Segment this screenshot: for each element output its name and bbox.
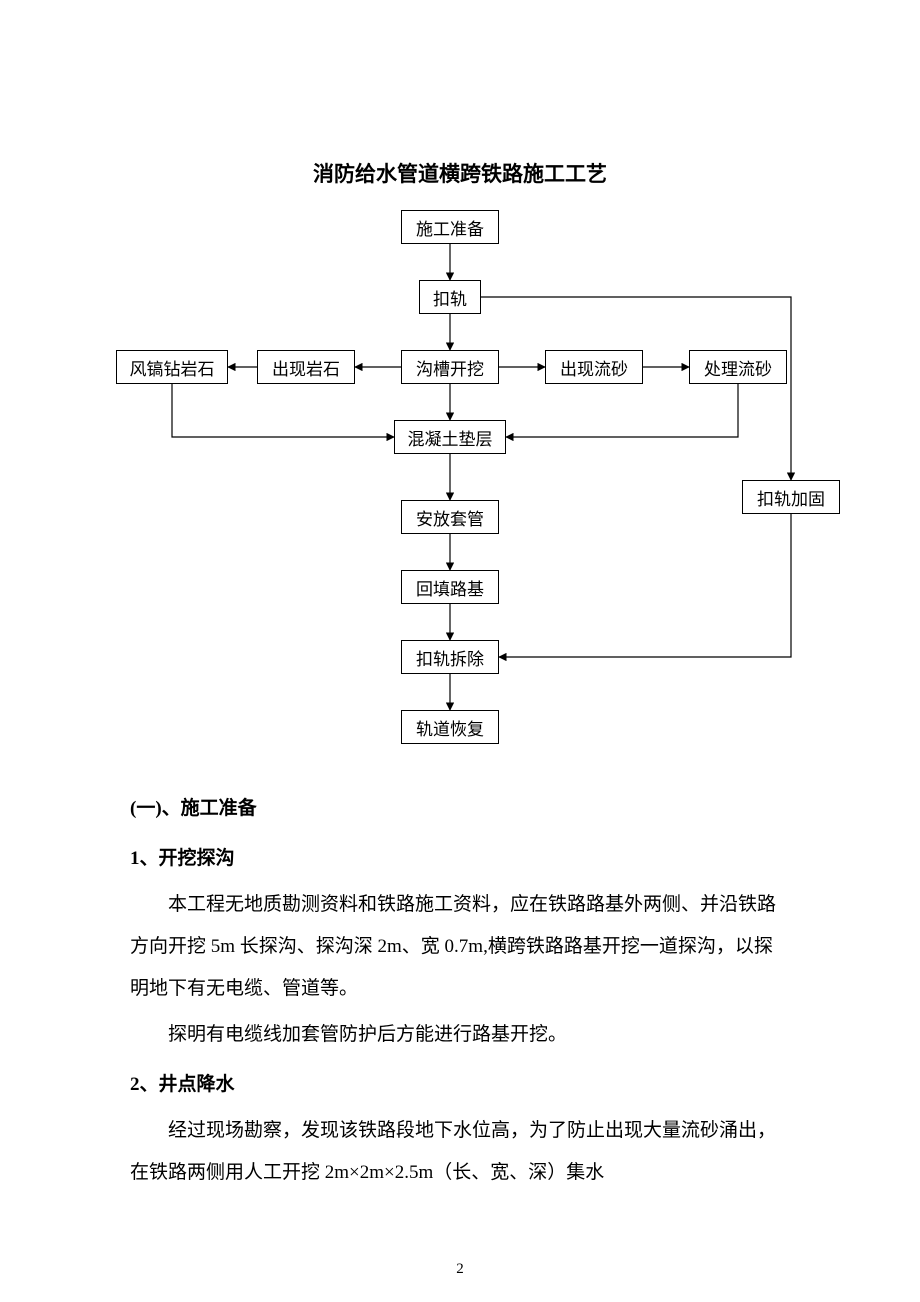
- flowchart-node-n1: 施工准备: [401, 210, 499, 244]
- flowchart-container: 施工准备扣轨沟槽开挖 出现岩石风镐钻岩石 出现流砂 处理流砂混凝土垫层扣轨加固安放套管…: [0, 200, 920, 770]
- section-1-1-paragraph-2: 探明有电缆线加套管防护后方能进行路基开挖。: [130, 1014, 790, 1056]
- flowchart-node-n6: 出现流砂: [545, 350, 643, 384]
- flowchart-node-n7: 处理流砂: [689, 350, 787, 384]
- flowchart-node-n12: 扣轨拆除: [401, 640, 499, 674]
- flowchart-node-n5: 风镐钻岩石: [116, 350, 228, 384]
- flowchart-node-n9: 扣轨加固: [742, 480, 840, 514]
- page-number: 2: [0, 1261, 920, 1278]
- flowchart-node-n8: 混凝土垫层: [394, 420, 506, 454]
- section-1-2-paragraph-1: 经过现场勘察，发现该铁路段地下水位高，为了防止出现大量流砂涌出，在铁路两侧用人工…: [130, 1110, 790, 1194]
- flowchart-node-n2: 扣轨: [419, 280, 481, 314]
- section-1-1-paragraph-1: 本工程无地质勘测资料和铁路施工资料，应在铁路路基外两侧、并沿铁路方向开挖 5m …: [130, 884, 790, 1009]
- flowchart-node-n4: 出现岩石: [257, 350, 355, 384]
- flowchart-edge: [481, 297, 791, 480]
- section-1-heading: (一)、施工准备: [130, 788, 790, 830]
- flowchart-node-n10: 安放套管: [401, 500, 499, 534]
- flowchart-node-n13: 轨道恢复: [401, 710, 499, 744]
- flowchart-edge: [172, 384, 394, 437]
- section-1-2-heading: 2、井点降水: [130, 1064, 790, 1106]
- flowchart-edge: [499, 514, 791, 657]
- flowchart-node-n11: 回填路基: [401, 570, 499, 604]
- page-title: 消防给水管道横跨铁路施工工艺: [0, 158, 920, 188]
- flowchart-edge: [506, 384, 738, 437]
- section-1-1-heading: 1、开挖探沟: [130, 838, 790, 880]
- flowchart-node-n3: 沟槽开挖: [401, 350, 499, 384]
